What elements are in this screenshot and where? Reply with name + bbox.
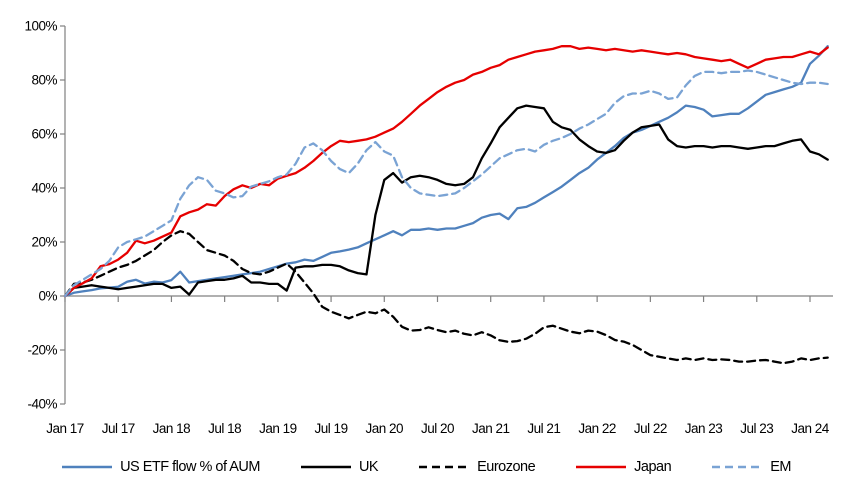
- legend-solid-line-swatch-uk: [300, 465, 351, 469]
- x-tick-label: Jul 19: [315, 421, 348, 436]
- legend-solid-line-swatch-japan: [576, 465, 627, 469]
- y-tick-label: 20%: [31, 235, 57, 250]
- series-line-uk: [63, 104, 829, 298]
- x-tick-label: Jan 20: [366, 421, 404, 436]
- legend-dashed-line-swatch-eurozone: [419, 465, 470, 469]
- legend-label-japan: Japan: [634, 459, 672, 475]
- x-tick-label: Jul 17: [102, 421, 135, 436]
- x-tick-label: Jan 24: [791, 421, 830, 436]
- y-tick-label: 40%: [31, 181, 57, 196]
- y-tick-label: 0%: [38, 289, 57, 304]
- legend-item-uk: UK: [300, 459, 379, 475]
- chart-legend: US ETF flow % of AUM UK Eurozone Japan EM: [0, 452, 852, 482]
- x-tick-label: Jan 21: [472, 421, 510, 436]
- legend-label-eurozone: Eurozone: [477, 459, 536, 475]
- x-tick-label: Jan 18: [153, 421, 191, 436]
- y-tick-label: -20%: [27, 343, 57, 358]
- y-tick-label: 80%: [31, 73, 57, 88]
- legend-label-uk: UK: [358, 459, 379, 475]
- legend-item-us-etf-flow-of-aum: US ETF flow % of AUM: [61, 459, 260, 475]
- legend-item-eurozone: Eurozone: [418, 459, 536, 475]
- series-line-eurozone: [63, 230, 829, 365]
- x-tick-label: Jul 21: [527, 421, 560, 436]
- series-line-us-etf-flow-of-aum: [63, 45, 829, 298]
- x-tick-label: Jul 20: [421, 421, 454, 436]
- x-tick-label: Jan 17: [46, 421, 84, 436]
- chart-plot-area: 100% 80% 60% 40% 20% 0% -20% -40% Jan 17 Jul 17 Ja…: [24, 19, 833, 436]
- x-tick-label: Jan 19: [259, 421, 297, 436]
- series-line-japan: [63, 45, 829, 298]
- series-line-em: [63, 69, 829, 298]
- y-tick-label: 60%: [31, 127, 57, 142]
- legend-dashed-line-swatch-em: [712, 465, 763, 469]
- x-tick-label: Jan 23: [685, 421, 723, 436]
- y-tick-label: 100%: [24, 19, 57, 34]
- legend-solid-line-swatch-us-etf-flow-of-aum: [62, 465, 113, 469]
- x-tick-label: Jul 22: [634, 421, 667, 436]
- legend-label-us-etf-flow-of-aum: US ETF flow % of AUM: [120, 459, 260, 475]
- legend-label-em: EM: [770, 459, 791, 475]
- legend-item-japan: Japan: [575, 459, 672, 475]
- x-tick-label: Jul 23: [740, 421, 773, 436]
- y-tick-label: -40%: [27, 397, 57, 412]
- legend-item-em: EM: [711, 459, 791, 475]
- x-tick-label: Jul 18: [208, 421, 241, 436]
- x-tick-label: Jan 22: [578, 421, 616, 436]
